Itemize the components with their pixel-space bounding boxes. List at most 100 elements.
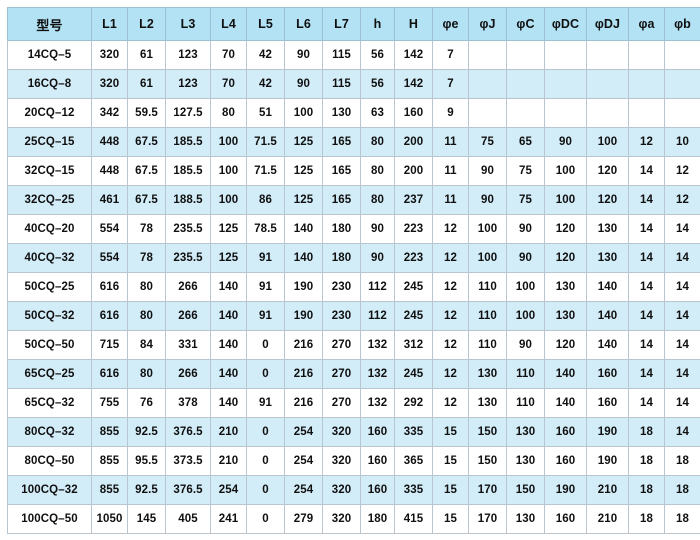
header-cell-col-l6[interactable]: L6 [284, 7, 323, 41]
table-row[interactable]: 80CQ–50 855 95.5 373.5 210 0 254 320 160 365 15 150… [7, 446, 700, 476]
cell-phi-b [664, 98, 700, 128]
cell-l4: 210 [210, 417, 247, 447]
cell-phi-dc: 90 [544, 127, 587, 157]
cell-phi-e: 12 [432, 359, 469, 389]
cell-l6: 190 [284, 272, 323, 302]
table-row[interactable]: 32CQ–15 448 67.5 185.5 100 71.5 125 165 80 200 11 9… [7, 156, 700, 186]
table-row[interactable]: 20CQ–12 342 59.5 127.5 80 51 100 130 63 160 9 [7, 98, 700, 128]
cell-l5: 0 [246, 330, 285, 360]
cell-model: 32CQ–25 [7, 185, 92, 215]
cell-l3: 405 [165, 504, 211, 534]
header-cell-col-l7[interactable]: L7 [322, 7, 361, 41]
cell-phi-dj: 120 [586, 185, 629, 215]
header-cell-col-phi-j[interactable]: φJ [468, 7, 507, 41]
header-cell-col-l2[interactable]: L2 [127, 7, 166, 41]
cell-phi-dj: 190 [586, 446, 629, 476]
cell-phi-e: 12 [432, 330, 469, 360]
cell-l5: 91 [246, 243, 285, 273]
cell-l3: 127.5 [165, 98, 211, 128]
header-cell-col-phi-a[interactable]: φa [628, 7, 665, 41]
cell-h-lower: 80 [360, 127, 395, 157]
header-cell-col-phi-dj[interactable]: φDJ [586, 7, 629, 41]
cell-phi-j: 75 [468, 127, 507, 157]
header-cell-col-phi-c[interactable]: φC [506, 7, 545, 41]
cell-l4: 100 [210, 127, 247, 157]
cell-phi-c: 110 [506, 388, 545, 418]
cell-h-upper: 142 [394, 69, 433, 99]
header-cell-col-model[interactable]: 型号 [7, 7, 92, 41]
cell-phi-dc: 120 [544, 243, 587, 273]
cell-phi-c [506, 40, 545, 70]
header-cell-col-phi-dc[interactable]: φDC [544, 7, 587, 41]
cell-l3: 188.5 [165, 185, 211, 215]
cell-l1: 342 [91, 98, 128, 128]
cell-phi-j: 100 [468, 243, 507, 273]
cell-l3: 266 [165, 359, 211, 389]
cell-phi-a: 18 [628, 446, 665, 476]
cell-l2: 67.5 [127, 185, 166, 215]
header-cell-col-phi-b[interactable]: φb [664, 7, 700, 41]
cell-phi-c: 90 [506, 214, 545, 244]
cell-phi-c: 65 [506, 127, 545, 157]
table-row[interactable]: 100CQ–50 1050 145 405 241 0 279 320 180 415 15 170 1… [7, 504, 700, 534]
cell-h-lower: 112 [360, 272, 395, 302]
table-row[interactable]: 50CQ–32 616 80 266 140 91 190 230 112 245 12 110 100… [7, 301, 700, 331]
cell-l4: 70 [210, 40, 247, 70]
cell-h-lower: 132 [360, 359, 395, 389]
table-header: 型号L1L2L3L4L5L6L7hHφeφJφCφDCφDJφaφb备注 [7, 7, 700, 41]
header-cell-col-l5[interactable]: L5 [246, 7, 285, 41]
cell-l4: 100 [210, 156, 247, 186]
table-row[interactable]: 40CQ–32 554 78 235.5 125 91 140 180 90 223 12 100 90… [7, 243, 700, 273]
cell-model: 16CQ–8 [7, 69, 92, 99]
table-row[interactable]: 80CQ–32 855 92.5 376.5 210 0 254 320 160 335 15 150… [7, 417, 700, 447]
table-row[interactable]: 65CQ–32 755 76 378 140 91 216 270 132 292 12 130 110… [7, 388, 700, 418]
table-row[interactable]: 40CQ–20 554 78 235.5 125 78.5 140 180 90 223 12 100… [7, 214, 700, 244]
cell-model: 25CQ–15 [7, 127, 92, 157]
cell-h-lower: 160 [360, 446, 395, 476]
cell-model: 40CQ–32 [7, 243, 92, 273]
cell-l4: 100 [210, 185, 247, 215]
table-row[interactable]: 25CQ–15 448 67.5 185.5 100 71.5 125 165 80 200 11 7… [7, 127, 700, 157]
table-row[interactable]: 100CQ–32 855 92.5 376.5 254 0 254 320 160 335 15 17… [7, 475, 700, 505]
table-row[interactable]: 50CQ–25 616 80 266 140 91 190 230 112 245 12 110 100… [7, 272, 700, 302]
header-cell-col-h-upper[interactable]: H [394, 7, 433, 41]
cell-l6: 216 [284, 330, 323, 360]
cell-h-upper: 335 [394, 417, 433, 447]
header-cell-col-l4[interactable]: L4 [210, 7, 247, 41]
cell-l7: 320 [322, 446, 361, 476]
cell-model: 32CQ–15 [7, 156, 92, 186]
table-row[interactable]: 50CQ–50 715 84 331 140 0 216 270 132 312 12 110 90 12… [7, 330, 700, 360]
cell-phi-dj: 120 [586, 156, 629, 186]
cell-phi-a: 14 [628, 388, 665, 418]
cell-phi-b [664, 40, 700, 70]
cell-phi-dc [544, 40, 587, 70]
cell-l2: 80 [127, 359, 166, 389]
cell-l7: 230 [322, 301, 361, 331]
header-cell-col-h-lower[interactable]: h [360, 7, 395, 41]
cell-l3: 376.5 [165, 475, 211, 505]
cell-l4: 254 [210, 475, 247, 505]
header-cell-col-phi-e[interactable]: φe [432, 7, 469, 41]
cell-l7: 115 [322, 40, 361, 70]
cell-l2: 76 [127, 388, 166, 418]
header-cell-col-l3[interactable]: L3 [165, 7, 211, 41]
cell-l7: 270 [322, 330, 361, 360]
header-cell-col-l1[interactable]: L1 [91, 7, 128, 41]
cell-phi-j: 150 [468, 417, 507, 447]
cell-phi-a: 14 [628, 359, 665, 389]
cell-phi-dj: 210 [586, 504, 629, 534]
cell-l1: 715 [91, 330, 128, 360]
cell-l6: 216 [284, 359, 323, 389]
cell-phi-e: 9 [432, 98, 469, 128]
cell-phi-dj: 140 [586, 301, 629, 331]
cell-phi-e: 12 [432, 272, 469, 302]
table-row[interactable]: 65CQ–25 616 80 266 140 0 216 270 132 245 12 130 110 1… [7, 359, 700, 389]
cell-phi-dj: 130 [586, 243, 629, 273]
table-row[interactable]: 32CQ–25 461 67.5 188.5 100 86 125 165 80 237 11 90 7… [7, 185, 700, 215]
cell-l7: 270 [322, 359, 361, 389]
cell-l7: 320 [322, 475, 361, 505]
cell-h-lower: 90 [360, 214, 395, 244]
table-row[interactable]: 16CQ–8 320 61 123 70 42 90 115 56 142 7 [7, 69, 700, 99]
table-row[interactable]: 14CQ–532061123704290115561427管子接 [7, 40, 700, 70]
